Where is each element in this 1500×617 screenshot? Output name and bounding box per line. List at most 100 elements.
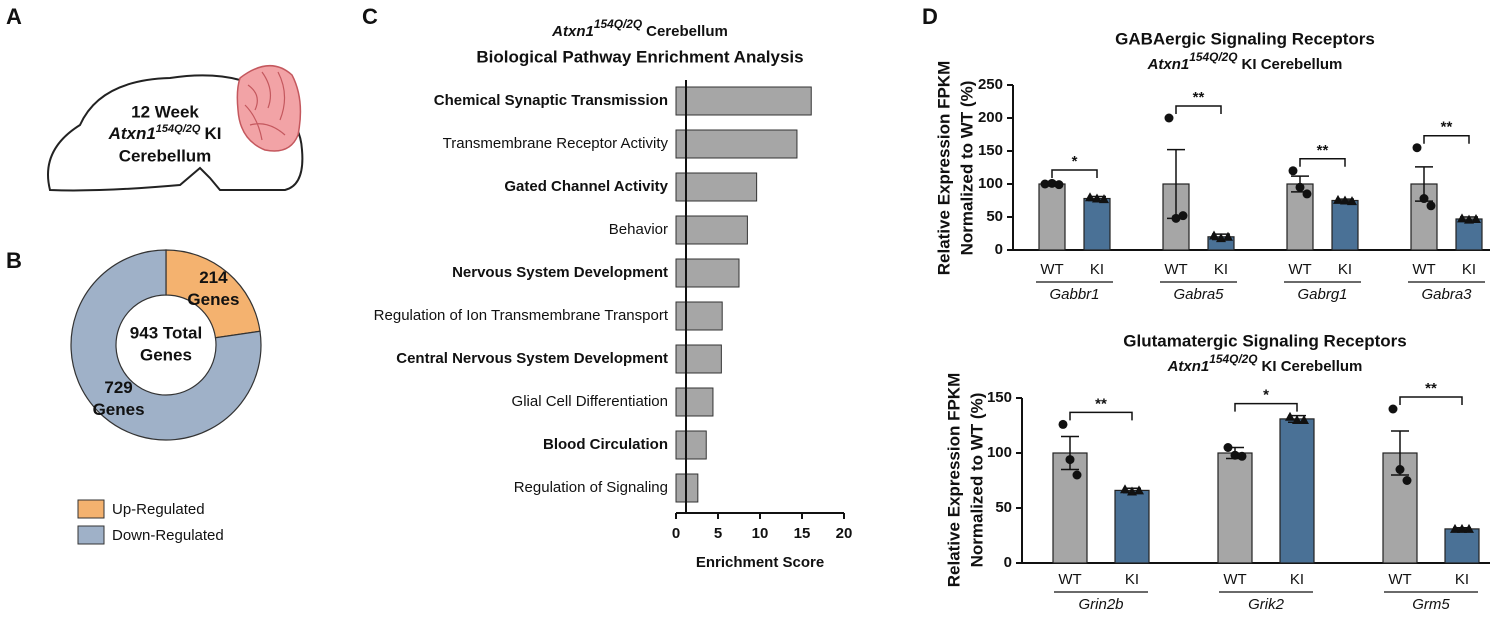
title-part: Atxn1 <box>551 23 594 40</box>
title-part: KI Cerebellum <box>1242 56 1343 73</box>
data-point <box>1395 465 1405 474</box>
data-point <box>1471 213 1481 223</box>
panel-label: D <box>922 4 938 29</box>
legend-swatch <box>77 525 105 545</box>
y-tick-label: 0 <box>995 241 1003 258</box>
significance-bracket <box>1234 402 1298 412</box>
y-tick-label: 50 <box>986 208 1003 225</box>
data-point <box>1178 211 1188 221</box>
category-label: Gabra3 <box>1421 286 1472 303</box>
data-point <box>1072 470 1082 480</box>
data-point <box>1450 523 1460 533</box>
significance: ** <box>1317 142 1329 159</box>
bar <box>675 301 723 331</box>
bar <box>1114 489 1150 564</box>
bar <box>1279 418 1315 564</box>
bar <box>1331 199 1359 251</box>
title-part: Atxn1 <box>1167 358 1210 375</box>
category-label: Glial Cell Differentiation <box>512 393 668 410</box>
category-label: Regulation of Signaling <box>514 479 668 496</box>
category-label: Gated Channel Activity <box>504 178 668 195</box>
data-point <box>1419 194 1429 204</box>
y-axis-label: Normalized to WT (%) <box>957 81 976 256</box>
y-axis-label: Relative Expression FPKM <box>944 373 963 587</box>
significance-bracket <box>1051 169 1098 179</box>
group-label: KI <box>1214 261 1228 278</box>
legend-label: Down-Regulated <box>112 527 224 544</box>
data-point <box>1134 485 1144 495</box>
category-label: Behavior <box>609 221 668 238</box>
group-label: WT <box>1058 571 1081 588</box>
title-part: 154Q/2Q <box>594 17 643 31</box>
bar <box>1217 452 1253 564</box>
bar <box>675 215 748 245</box>
bar <box>1038 183 1066 251</box>
significance-bracket <box>1069 411 1133 421</box>
data-point <box>1085 192 1095 202</box>
center-label: 943 Total <box>130 323 202 342</box>
data-point <box>1164 113 1174 123</box>
y-axis-label: Normalized to WT (%) <box>967 393 986 568</box>
value-label: 214 Genes <box>187 269 239 310</box>
bar <box>675 86 812 116</box>
x-tick-label: 15 <box>794 525 811 542</box>
group-label: KI <box>1462 261 1476 278</box>
data-point <box>1209 230 1219 240</box>
y-tick-label: 100 <box>987 444 1012 461</box>
data-point <box>1299 415 1309 424</box>
group-label: WT <box>1388 571 1411 588</box>
group-label: WT <box>1412 261 1435 278</box>
bar <box>1455 218 1483 251</box>
data-point <box>1426 201 1436 211</box>
significance: ** <box>1095 395 1107 412</box>
x-tick-label: 10 <box>752 525 769 542</box>
y-tick-label: 150 <box>978 142 1003 159</box>
category-label: Grm5 <box>1412 596 1450 613</box>
data-point <box>1230 450 1240 460</box>
panel-label: A <box>6 4 22 29</box>
data-point <box>1288 166 1298 176</box>
group-label: KI <box>1125 571 1139 588</box>
data-point <box>1120 484 1130 494</box>
category-label: Grin2b <box>1078 596 1123 613</box>
category-label: Blood Circulation <box>543 436 668 453</box>
group-label: KI <box>1090 261 1104 278</box>
data-point <box>1285 411 1295 421</box>
group-label: KI <box>1338 261 1352 278</box>
y-tick-label: 200 <box>978 109 1003 126</box>
y-axis-label: Relative Expression FPKM <box>934 61 953 275</box>
category-label: Central Nervous System Development <box>396 350 668 367</box>
legend-label: Up-Regulated <box>112 501 205 518</box>
data-point <box>1457 213 1467 223</box>
x-tick-label: 0 <box>672 525 680 542</box>
category-label: Regulation of Ion Transmembrane Transpor… <box>374 307 669 324</box>
title: Atxn1154Q/2Q Cerebellum <box>551 17 728 40</box>
bar <box>675 387 714 417</box>
title-part: Atxn1 <box>1147 56 1190 73</box>
significance-bracket <box>1423 134 1470 144</box>
group-label: KI <box>1455 571 1469 588</box>
data-point <box>1058 419 1068 429</box>
cerebellum-folds <box>244 71 286 141</box>
allele: 154Q/2Q <box>156 123 201 135</box>
title: Atxn1154Q/2Q KI Cerebellum <box>1147 50 1343 73</box>
donut-slice <box>70 249 262 441</box>
diagram-text: 12 Week <box>131 102 199 121</box>
y-tick-label: 50 <box>995 499 1012 516</box>
y-tick-label: 150 <box>987 389 1012 406</box>
legend-swatch <box>77 499 105 519</box>
bar <box>675 129 798 159</box>
category-label: Gabrg1 <box>1297 286 1347 303</box>
category-label: Grik2 <box>1248 596 1284 613</box>
x-tick-label: 20 <box>836 525 853 542</box>
cerebellum <box>236 65 302 152</box>
data-point <box>1216 233 1226 243</box>
significance: * <box>1263 387 1269 404</box>
gene: Atxn1 <box>108 124 156 143</box>
bar <box>1444 528 1480 564</box>
data-point <box>1347 196 1357 206</box>
data-point <box>1171 213 1181 223</box>
group-label: WT <box>1223 571 1246 588</box>
group-label: WT <box>1288 261 1311 278</box>
